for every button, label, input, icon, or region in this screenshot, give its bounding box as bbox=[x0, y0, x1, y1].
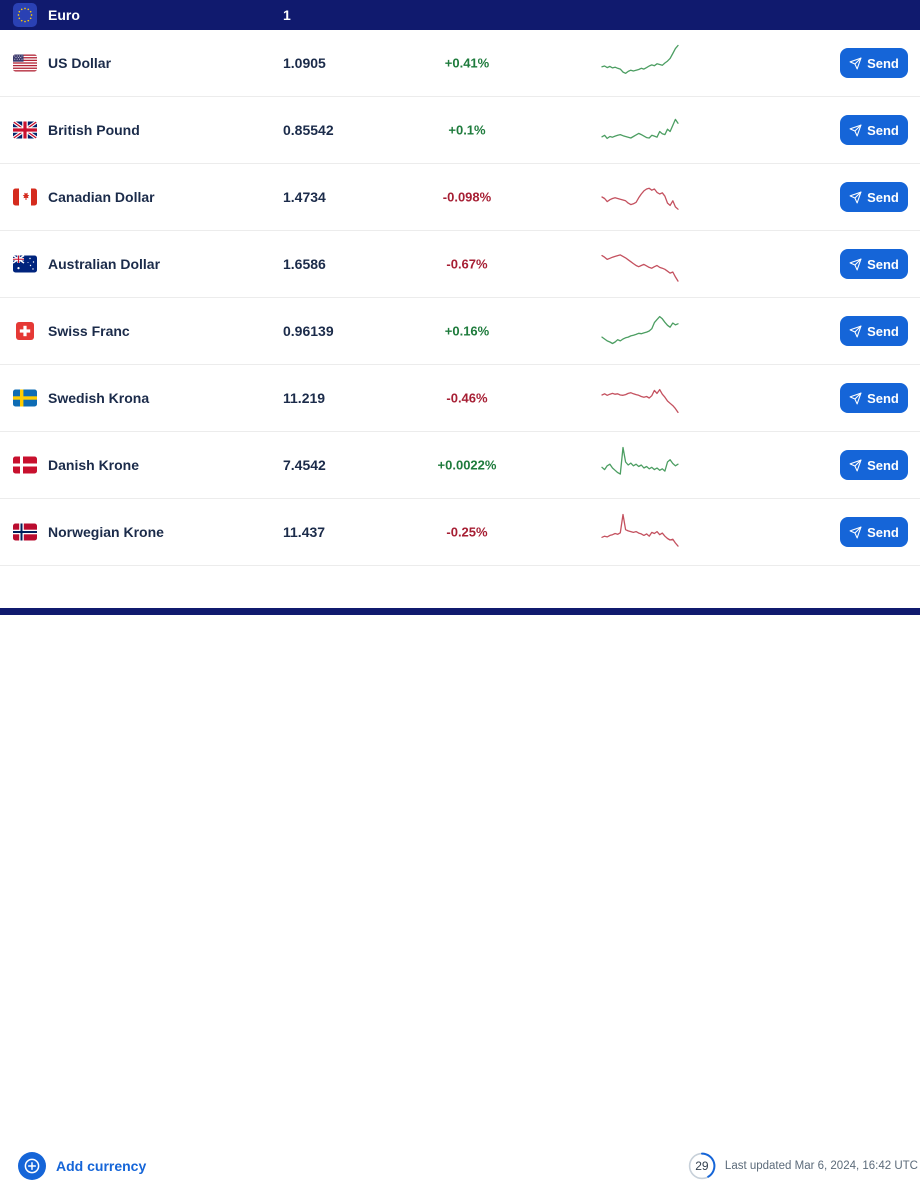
flag-gb-icon bbox=[13, 121, 37, 139]
change-percent: -0.098% bbox=[442, 189, 492, 205]
flag-dk-icon bbox=[13, 456, 37, 474]
currency-row: Swedish Krona 11.219 -0.46% Send bbox=[0, 365, 920, 432]
countdown-value: 29 bbox=[695, 1159, 709, 1173]
change-percent: -0.25% bbox=[446, 524, 488, 540]
base-currency-label: Euro bbox=[48, 7, 80, 23]
add-currency-button[interactable]: Add currency bbox=[18, 1152, 146, 1180]
currency-row: Norwegian Krone 11.437 -0.25% Send bbox=[0, 499, 920, 566]
trend-sparkline-chart bbox=[601, 513, 679, 547]
currency-row: Canadian Dollar 1.4734 -0.098% Send bbox=[0, 164, 920, 231]
currency-row: US Dollar 1.0905 +0.41% Send bbox=[0, 30, 920, 97]
exchange-rate: 7.4542 bbox=[283, 457, 326, 473]
send-button[interactable]: Send bbox=[840, 383, 908, 413]
currency-name: Swedish Krona bbox=[48, 390, 150, 406]
change-percent: -0.67% bbox=[446, 256, 488, 272]
last-updated-text: Last updated Mar 6, 2024, 16:42 UTC bbox=[724, 1160, 918, 1172]
send-label: Send bbox=[867, 256, 899, 272]
change-percent: +0.16% bbox=[444, 323, 490, 339]
send-label: Send bbox=[867, 524, 899, 540]
send-button[interactable]: Send bbox=[840, 115, 908, 145]
currency-name: Norwegian Krone bbox=[48, 524, 164, 540]
trend-sparkline-chart bbox=[601, 315, 679, 345]
change-percent: +0.1% bbox=[448, 122, 486, 138]
send-label: Send bbox=[867, 390, 899, 406]
plus-circle-icon bbox=[18, 1152, 46, 1180]
trend-sparkline-chart bbox=[601, 254, 679, 282]
flag-ch-icon bbox=[16, 322, 34, 340]
exchange-rate: 1.6586 bbox=[283, 256, 326, 272]
send-label: Send bbox=[867, 122, 899, 138]
flag-no-icon bbox=[13, 523, 37, 541]
change-percent: -0.46% bbox=[446, 390, 488, 406]
paper-plane-icon bbox=[849, 392, 862, 405]
paper-plane-icon bbox=[849, 124, 862, 137]
change-percent: +0.41% bbox=[444, 55, 490, 71]
paper-plane-icon bbox=[849, 57, 862, 70]
flag-us-icon bbox=[13, 54, 37, 72]
trend-sparkline-chart bbox=[601, 187, 679, 210]
currency-name: British Pound bbox=[48, 122, 140, 138]
paper-plane-icon bbox=[849, 325, 862, 338]
trend-sparkline-chart bbox=[601, 446, 679, 475]
base-currency-header[interactable]: Euro 1 bbox=[0, 0, 920, 30]
flag-ca-icon bbox=[13, 188, 37, 206]
add-currency-label: Add currency bbox=[56, 1158, 147, 1174]
paper-plane-icon bbox=[849, 459, 862, 472]
currency-row: British Pound 0.85542 +0.1% Send bbox=[0, 97, 920, 164]
send-label: Send bbox=[867, 457, 899, 473]
currency-row: Danish Krone 7.4542 +0.0022% Send bbox=[0, 432, 920, 499]
trend-sparkline-chart bbox=[601, 118, 679, 140]
send-button[interactable]: Send bbox=[840, 48, 908, 78]
bottom-navy-bar bbox=[0, 608, 920, 615]
currency-name: Canadian Dollar bbox=[48, 189, 155, 205]
flag-se-icon bbox=[13, 389, 37, 407]
send-button[interactable]: Send bbox=[840, 450, 908, 480]
refresh-countdown-icon: 29 bbox=[688, 1152, 716, 1180]
currency-name: Swiss Franc bbox=[48, 323, 130, 339]
exchange-rate: 0.96139 bbox=[283, 323, 334, 339]
flag-au-icon bbox=[13, 255, 37, 273]
currency-name: Danish Krone bbox=[48, 457, 140, 473]
currency-name: US Dollar bbox=[48, 55, 112, 71]
send-label: Send bbox=[867, 189, 899, 205]
exchange-rate: 0.85542 bbox=[283, 122, 334, 138]
send-label: Send bbox=[867, 55, 899, 71]
exchange-rate: 11.219 bbox=[283, 390, 326, 406]
currency-row: Australian Dollar 1.6586 -0.67% Send bbox=[0, 231, 920, 298]
send-button[interactable]: Send bbox=[840, 182, 908, 212]
change-percent: +0.0022% bbox=[437, 457, 497, 473]
trend-sparkline-chart bbox=[601, 388, 679, 414]
currency-name: Australian Dollar bbox=[48, 256, 161, 272]
exchange-rate: 1.4734 bbox=[283, 189, 326, 205]
paper-plane-icon bbox=[849, 191, 862, 204]
currency-rows: US Dollar 1.0905 +0.41% Send British Pou… bbox=[0, 30, 920, 566]
send-button[interactable]: Send bbox=[840, 517, 908, 547]
send-button[interactable]: Send bbox=[840, 249, 908, 279]
paper-plane-icon bbox=[849, 526, 862, 539]
exchange-rate: 11.437 bbox=[283, 524, 326, 540]
eu-flag-icon bbox=[13, 3, 37, 27]
currency-row: Swiss Franc 0.96139 +0.16% Send bbox=[0, 298, 920, 365]
send-button[interactable]: Send bbox=[840, 316, 908, 346]
send-label: Send bbox=[867, 323, 899, 339]
update-status: 29 Last updated Mar 6, 2024, 16:42 UTC bbox=[688, 1152, 918, 1180]
base-amount-value: 1 bbox=[283, 7, 291, 23]
trend-sparkline-chart bbox=[601, 44, 679, 74]
paper-plane-icon bbox=[849, 258, 862, 271]
exchange-rate: 1.0905 bbox=[283, 55, 326, 71]
